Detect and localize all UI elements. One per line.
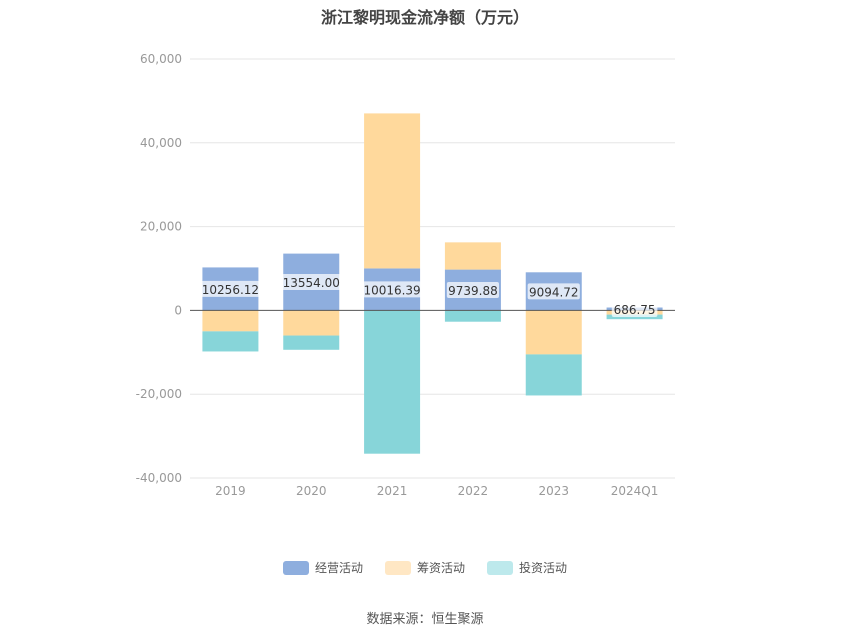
x-tick-label: 2021 (377, 484, 408, 498)
y-tick-label: 40,000 (140, 136, 182, 150)
data-label: 686.75 (614, 303, 656, 317)
x-tick-label: 2022 (458, 484, 489, 498)
x-tick-label: 2023 (538, 484, 569, 498)
data-label-bg (446, 281, 500, 298)
x-axis-ticks: 2019 2020 2021 2022 2023 2024Q1 (215, 484, 658, 498)
bar-series (202, 113, 663, 454)
legend-label-financing: 筹资活动 (416, 561, 465, 575)
legend-item-financing[interactable]: 筹资活动 (384, 559, 465, 576)
data-label: 10016.39 (363, 283, 420, 297)
bar-2-2020 (283, 335, 340, 350)
y-tick-label: 20,000 (140, 220, 182, 234)
bar-2-2023 (525, 354, 582, 396)
data-label: 13554.00 (283, 276, 340, 290)
bar-1-2021 (364, 113, 421, 269)
y-tick-label: 0 (174, 303, 182, 317)
y-axis-ticks: 60,000 40,000 20,000 0 -20,000 -40,000 (136, 52, 182, 485)
legend-item-operating[interactable]: 经营活动 (282, 559, 363, 576)
bar-1-2019 (202, 310, 259, 332)
bar-2-2019 (202, 331, 259, 352)
bar-1-2020 (283, 310, 340, 336)
legend-swatch-operating (282, 560, 309, 575)
legend-swatch-investing (487, 560, 513, 575)
legend-label-investing: 投资活动 (519, 561, 568, 575)
data-label-bg (362, 281, 422, 298)
legend: 经营活动 筹资活动 投资活动 (0, 559, 850, 576)
x-tick-label: 2024Q1 (611, 484, 659, 498)
legend-item-investing[interactable]: 投资活动 (487, 559, 567, 576)
y-tick-label: -20,000 (136, 387, 182, 401)
chart-title: 浙江黎明现金流净额（万元） (320, 8, 529, 27)
data-label-bg (281, 274, 341, 291)
data-source-note: 数据来源：恒生聚源 (366, 612, 484, 627)
x-tick-label: 2020 (296, 484, 327, 498)
y-tick-label: 60,000 (140, 52, 182, 66)
bar-1-2022 (444, 242, 501, 270)
legend-swatch-financing (384, 560, 411, 575)
legend-label-operating: 经营活动 (314, 561, 363, 575)
data-label-bg (201, 280, 260, 297)
y-tick-label: -40,000 (136, 471, 182, 485)
data-labels: 10256.12 13554.00 10016.39 9739.88 9094.72 68… (201, 274, 658, 317)
bar-2-2021 (364, 310, 421, 454)
data-label: 9094.72 (529, 285, 579, 299)
bar-1-2023 (525, 310, 582, 355)
data-label-bg (611, 300, 658, 317)
x-tick-label: 2019 (215, 484, 246, 498)
grid-lines (190, 58, 675, 479)
bar-2-2022 (444, 310, 501, 322)
data-label: 10256.12 (202, 283, 259, 297)
data-label-bg (527, 283, 580, 300)
data-label: 9739.88 (448, 284, 498, 298)
